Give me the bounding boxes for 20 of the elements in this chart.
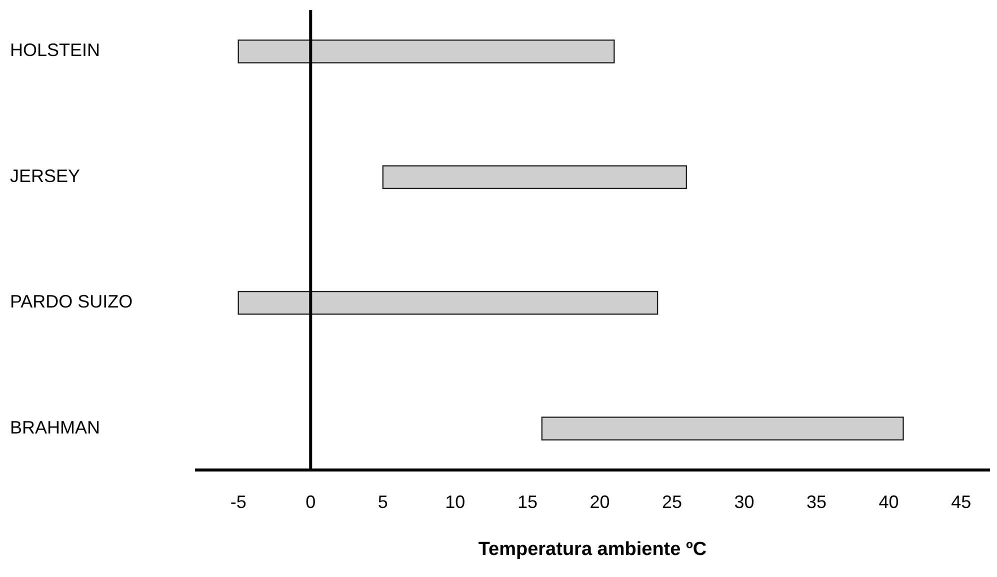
bar [382,165,688,190]
x-tick-label: 30 [734,492,754,512]
x-tick-label: 45 [951,492,972,512]
x-axis-title: Temperatura ambiente ºC [478,539,707,560]
x-tick-label: 0 [306,492,316,512]
x-tick-label: 40 [878,492,899,512]
bar [541,416,904,440]
x-tick-label: 35 [806,492,827,512]
bar [238,290,658,315]
x-tick-label: 15 [517,492,538,512]
x-tick-label: 5 [378,492,388,512]
x-tick-label: 25 [662,492,682,512]
y-tick-label: JERSEY [10,166,80,186]
x-tick-label: 10 [445,492,466,512]
x-tick-label: 20 [590,492,610,512]
y-tick-label: PARDO SUIZO [10,292,133,312]
bar [238,40,615,64]
x-tick-label: -5 [230,492,246,512]
y-tick-label: HOLSTEIN [10,40,100,60]
y-tick-label: BRAHMAN [10,417,100,438]
